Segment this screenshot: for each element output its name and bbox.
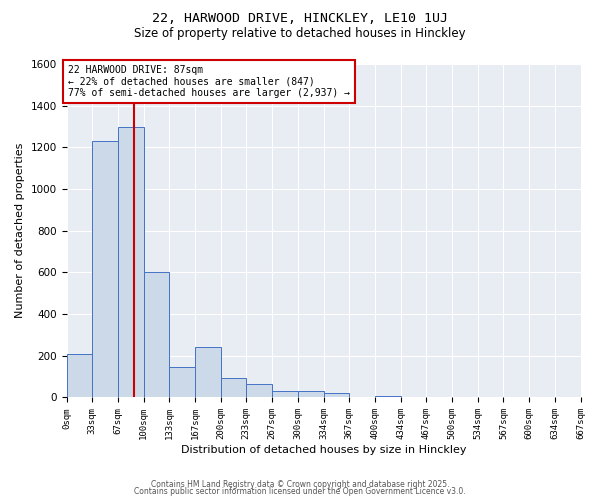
- Bar: [324, 394, 349, 398]
- Bar: [298, 391, 324, 398]
- X-axis label: Distribution of detached houses by size in Hinckley: Distribution of detached houses by size …: [181, 445, 466, 455]
- Text: 22, HARWOOD DRIVE, HINCKLEY, LE10 1UJ: 22, HARWOOD DRIVE, HINCKLEY, LE10 1UJ: [152, 12, 448, 26]
- Text: Size of property relative to detached houses in Hinckley: Size of property relative to detached ho…: [134, 28, 466, 40]
- Bar: [67, 354, 92, 398]
- Bar: [272, 391, 298, 398]
- Bar: [92, 141, 118, 398]
- Bar: [246, 384, 272, 398]
- Bar: [195, 348, 221, 398]
- Bar: [375, 396, 401, 398]
- Text: Contains HM Land Registry data © Crown copyright and database right 2025.: Contains HM Land Registry data © Crown c…: [151, 480, 449, 489]
- Bar: [169, 368, 195, 398]
- Bar: [221, 378, 246, 398]
- Text: 22 HARWOOD DRIVE: 87sqm
← 22% of detached houses are smaller (847)
77% of semi-d: 22 HARWOOD DRIVE: 87sqm ← 22% of detache…: [68, 65, 350, 98]
- Y-axis label: Number of detached properties: Number of detached properties: [15, 143, 25, 318]
- Bar: [118, 126, 143, 398]
- Bar: [143, 272, 169, 398]
- Text: Contains public sector information licensed under the Open Government Licence v3: Contains public sector information licen…: [134, 487, 466, 496]
